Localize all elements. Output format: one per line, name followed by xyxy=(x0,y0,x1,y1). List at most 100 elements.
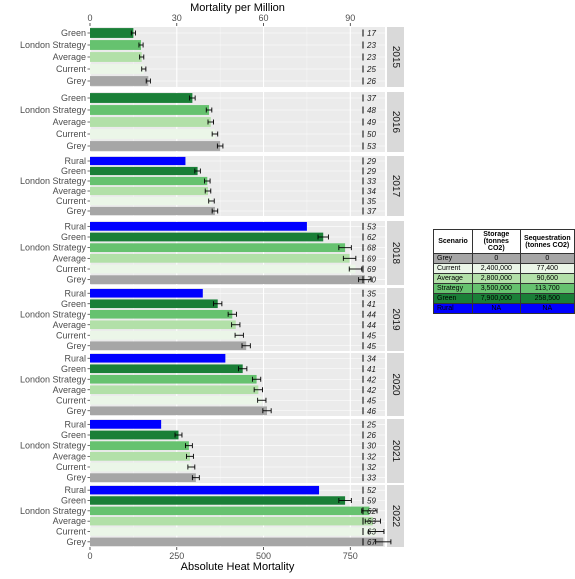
panel-background xyxy=(90,156,385,216)
per-million-value: 62 xyxy=(367,507,376,516)
top-tick-label: 0 xyxy=(87,13,92,23)
sequestration-value: 90,600 xyxy=(519,273,575,284)
bar-green xyxy=(90,430,179,440)
per-million-value: 45 xyxy=(367,396,376,405)
per-million-value: 46 xyxy=(367,407,376,416)
category-label: Green xyxy=(61,496,86,506)
category-label: London Strategy xyxy=(20,441,87,451)
bar-london-strategy xyxy=(90,506,370,516)
facet-year-label: 2021 xyxy=(390,440,401,463)
category-label: Rural xyxy=(64,353,86,363)
category-label: Grey xyxy=(66,275,86,285)
facet-year-label: 2019 xyxy=(390,308,401,331)
bar-grey xyxy=(90,141,221,151)
per-million-value: 34 xyxy=(367,187,376,196)
category-label: London Strategy xyxy=(20,506,87,516)
scenario-table: Scenario Storage (tonnes CO2) Sequestrat… xyxy=(432,229,575,314)
bar-rural xyxy=(90,288,203,298)
category-label: Average xyxy=(53,320,86,330)
bar-average xyxy=(90,516,373,526)
bar-london-strategy xyxy=(90,243,346,253)
category-label: Rural xyxy=(64,156,86,166)
top-tick-label: 30 xyxy=(172,13,182,23)
bottom-tick-label: 250 xyxy=(169,551,184,561)
bar-current xyxy=(90,64,144,74)
bar-current xyxy=(90,330,240,340)
panel-background xyxy=(90,353,385,416)
per-million-value: 53 xyxy=(367,222,376,231)
category-label: Current xyxy=(56,330,87,340)
scenario-row-average: Average 2,800,000 90,600 xyxy=(432,273,575,284)
per-million-value: 41 xyxy=(367,365,376,374)
per-million-value: 37 xyxy=(367,94,376,103)
per-million-value: 26 xyxy=(366,77,376,86)
category-label: Rural xyxy=(64,485,86,495)
storage-value: NA xyxy=(472,303,521,314)
per-million-value: 45 xyxy=(367,342,376,351)
scenario-name: Current xyxy=(432,263,474,274)
bar-current xyxy=(90,129,215,139)
facet-year-label: 2020 xyxy=(390,373,401,396)
per-million-value: 42 xyxy=(367,386,376,395)
category-label: London Strategy xyxy=(20,105,87,115)
category-label: Green xyxy=(61,430,86,440)
facet-strip xyxy=(387,353,404,416)
bar-rural xyxy=(90,221,307,231)
bar-average xyxy=(90,186,208,196)
category-label: Average xyxy=(53,117,86,127)
scenario-row-grey: Grey 0 0 xyxy=(432,253,575,264)
per-million-value: 17 xyxy=(367,29,376,38)
per-million-value: 44 xyxy=(367,310,376,319)
category-label: Current xyxy=(56,129,87,139)
facet-year-label: 2015 xyxy=(390,46,401,69)
scenario-table-header: Scenario Storage (tonnes CO2) Sequestrat… xyxy=(432,229,575,254)
per-million-value: 35 xyxy=(367,289,376,298)
per-million-value: 37 xyxy=(367,207,376,216)
category-label: Average xyxy=(53,186,86,196)
facet-year-label: 2017 xyxy=(390,175,401,198)
per-million-value: 42 xyxy=(367,375,376,384)
bar-average xyxy=(90,451,190,461)
category-label: London Strategy xyxy=(20,243,87,253)
category-label: Green xyxy=(61,364,86,374)
category-label: Current xyxy=(56,264,87,274)
per-million-value: 68 xyxy=(367,244,376,253)
category-label: Grey xyxy=(66,341,86,351)
category-label: Green xyxy=(61,28,86,38)
category-label: Grey xyxy=(66,537,86,547)
bar-average xyxy=(90,117,211,127)
header-sequestration: Sequestration (tonnes CO2) xyxy=(519,229,575,254)
bar-grey xyxy=(90,473,196,483)
per-million-value: 41 xyxy=(367,300,376,309)
bar-london-strategy xyxy=(90,176,208,186)
category-label: Green xyxy=(61,93,86,103)
per-million-value: 32 xyxy=(367,463,376,472)
per-million-value: 33 xyxy=(367,177,376,186)
bar-grey xyxy=(90,537,384,547)
sequestration-value: 0 xyxy=(519,253,575,264)
per-million-value: 63 xyxy=(367,528,376,537)
bar-rural xyxy=(90,419,162,429)
category-label: Current xyxy=(56,527,87,537)
category-label: Rural xyxy=(64,419,86,429)
panel-background xyxy=(90,485,385,547)
scenario-row-current: Current 2,400,000 77,400 xyxy=(432,263,575,274)
bar-london-strategy xyxy=(90,40,142,50)
category-label: Green xyxy=(61,299,86,309)
facet-strip xyxy=(387,156,404,216)
bar-grey xyxy=(90,76,149,86)
top-axis-title: Mortality per Million xyxy=(190,2,285,14)
storage-value: 2,800,000 xyxy=(472,273,521,284)
bar-current xyxy=(90,395,262,405)
per-million-value: 29 xyxy=(366,167,376,176)
bar-current xyxy=(90,527,377,536)
facet-strip xyxy=(387,288,404,351)
category-label: Average xyxy=(53,516,86,526)
bar-green xyxy=(90,299,218,309)
bar-rural xyxy=(90,353,226,363)
per-million-value: 32 xyxy=(367,452,376,461)
bottom-tick-label: 750 xyxy=(343,551,358,561)
per-million-value: 69 xyxy=(367,265,376,274)
category-label: Rural xyxy=(64,221,86,231)
per-million-value: 35 xyxy=(367,197,376,206)
